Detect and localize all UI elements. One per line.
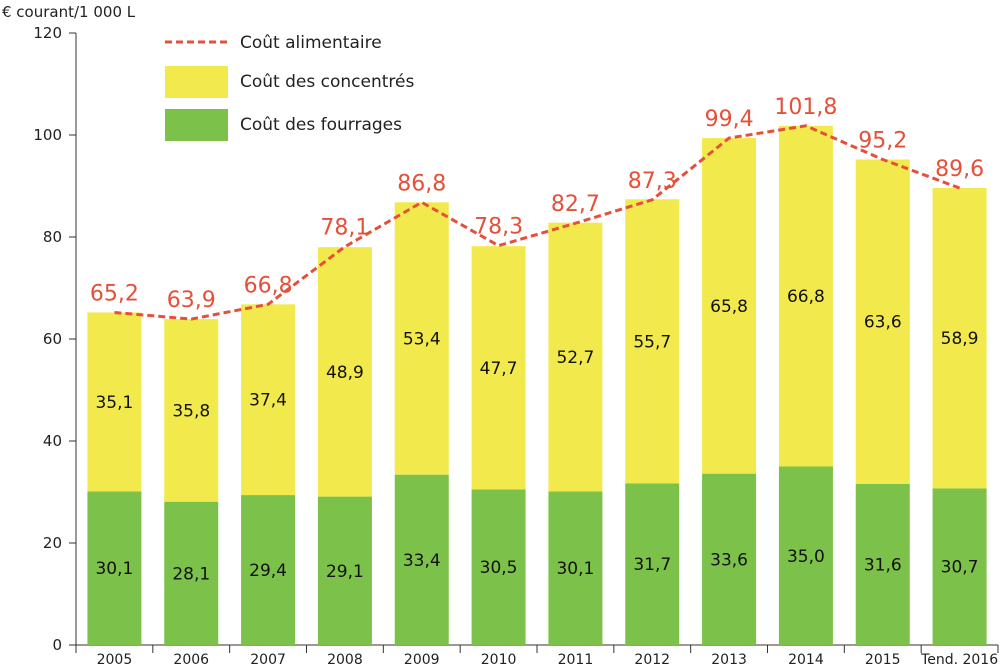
line-cout-alimentaire — [114, 124, 961, 321]
x-tick-label: 2008 — [327, 652, 363, 668]
x-tick-label: 2006 — [173, 652, 209, 668]
bar-fourrages — [855, 483, 910, 645]
data-label-total: 87,3 — [628, 169, 677, 194]
legend-swatch-fourrages — [165, 109, 228, 141]
data-label-concentres: 35,1 — [95, 393, 133, 413]
legend-label-cout-alimentaire: Coût alimentaire — [240, 33, 382, 53]
data-label-fourrages: 30,1 — [95, 559, 133, 579]
data-label-fourrages: 30,7 — [941, 558, 979, 578]
bar-fourrages — [471, 489, 526, 645]
legend-swatch-concentres — [165, 66, 228, 98]
data-label-concentres: 55,7 — [633, 332, 671, 352]
legend-label-concentres: Coût des concentrés — [240, 72, 414, 92]
bar-concentres — [702, 138, 757, 474]
data-label-fourrages: 30,1 — [556, 559, 594, 579]
bar-fourrages — [87, 491, 142, 645]
data-label-total: 65,2 — [90, 281, 139, 306]
data-label-total: 95,2 — [858, 128, 907, 153]
data-label-fourrages: 28,1 — [172, 564, 210, 584]
data-label-fourrages: 31,7 — [633, 555, 671, 575]
bar-fourrages — [702, 473, 757, 645]
bar-concentres — [778, 125, 833, 467]
x-tick-label: 2007 — [250, 652, 286, 668]
bar-fourrages — [317, 496, 372, 645]
data-label-concentres: 37,4 — [249, 391, 287, 411]
data-label-total: 78,1 — [320, 216, 369, 241]
data-label-total: 63,9 — [167, 288, 216, 313]
bar-fourrages — [394, 474, 449, 645]
data-label-fourrages: 33,4 — [403, 551, 441, 571]
bar-concentres — [471, 246, 526, 490]
y-tick-label: 20 — [43, 534, 62, 552]
data-label-concentres: 35,8 — [172, 401, 210, 421]
bar-concentres — [241, 304, 296, 496]
x-tick-label: 2014 — [788, 652, 824, 668]
x-tick-label: 2010 — [481, 652, 517, 668]
bar-concentres — [625, 199, 680, 484]
y-tick-label: 60 — [43, 330, 62, 348]
bar-concentres — [87, 312, 142, 492]
data-label-total: 82,7 — [551, 192, 600, 217]
data-label-fourrages: 30,5 — [480, 558, 518, 578]
bar-fourrages — [625, 483, 680, 645]
bar-fourrages — [548, 491, 603, 645]
data-label-fourrages: 31,6 — [864, 555, 902, 575]
bar-fourrages — [164, 501, 219, 645]
y-tick-label: 80 — [43, 228, 62, 246]
data-label-total: 101,8 — [774, 95, 837, 120]
data-label-concentres: 63,6 — [864, 313, 902, 333]
data-label-total: 86,8 — [397, 171, 446, 196]
bar-fourrages — [932, 488, 987, 645]
x-tick-label: Tend. 2016 — [920, 652, 998, 668]
bar-concentres — [164, 319, 219, 502]
x-tick-label: 2013 — [711, 652, 747, 668]
data-label-concentres: 53,4 — [403, 329, 441, 349]
data-label-concentres: 48,9 — [326, 363, 364, 383]
data-label-concentres: 65,8 — [710, 297, 748, 317]
data-label-fourrages: 29,4 — [249, 561, 287, 581]
legend-label-fourrages: Coût des fourrages — [240, 115, 402, 135]
bar-fourrages — [778, 466, 833, 645]
y-axis-label: € courant/1 000 L — [2, 3, 136, 21]
bar-concentres — [932, 188, 987, 489]
data-label-concentres: 47,7 — [480, 359, 518, 379]
x-tick-label: 2012 — [634, 652, 670, 668]
bar-concentres — [548, 222, 603, 492]
bar-concentres — [317, 247, 372, 497]
bar-concentres — [394, 202, 449, 475]
data-label-total: 99,4 — [705, 107, 754, 132]
y-tick-label: 0 — [52, 636, 62, 654]
x-tick-label: 2011 — [558, 652, 594, 668]
y-tick-label: 40 — [43, 432, 62, 450]
data-label-total: 66,8 — [244, 273, 293, 298]
bar-concentres — [855, 159, 910, 484]
data-label-concentres: 66,8 — [787, 287, 825, 307]
x-tick-label: 2009 — [404, 652, 440, 668]
data-label-concentres: 58,9 — [941, 329, 979, 349]
y-tick-label: 100 — [33, 126, 62, 144]
x-tick-label: 2015 — [865, 652, 901, 668]
x-tick-label: 2005 — [97, 652, 133, 668]
data-label-total: 78,3 — [474, 215, 523, 240]
data-label-concentres: 52,7 — [556, 348, 594, 368]
data-label-fourrages: 35,0 — [787, 547, 825, 567]
data-label-fourrages: 33,6 — [710, 550, 748, 570]
bar-fourrages — [241, 495, 296, 645]
data-label-total: 89,6 — [935, 157, 984, 182]
y-tick-label: 120 — [33, 24, 62, 42]
data-label-fourrages: 29,1 — [326, 562, 364, 582]
